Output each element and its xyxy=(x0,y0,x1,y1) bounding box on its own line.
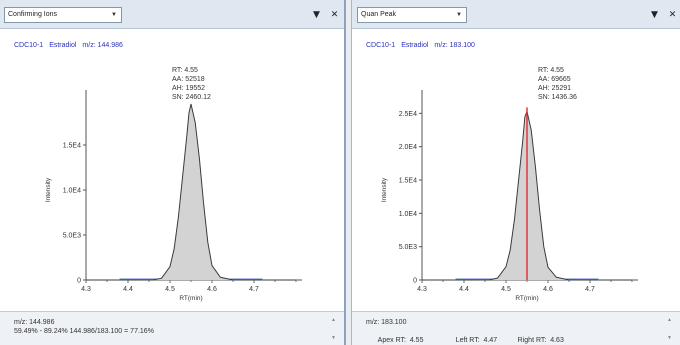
peak-annotation: SN: 1436.36 xyxy=(538,94,577,101)
close-icon[interactable]: ✕ xyxy=(668,10,677,20)
x-tick-label: 4.5 xyxy=(165,286,175,293)
peak-annotation: AA: 69665 xyxy=(538,76,571,83)
y-axis-label: Intensity xyxy=(45,177,52,202)
y-tick-label: 5.0E3 xyxy=(399,244,417,251)
compound-title: CDC10-1 Estradiol m/z: 183.100 xyxy=(366,42,481,49)
x-tick-label: 4.5 xyxy=(501,286,511,293)
chevron-down-icon: ▼ xyxy=(456,12,462,18)
mz-label: m/z: 144.986 xyxy=(82,42,123,49)
scroll-up-icon[interactable]: ▲ xyxy=(667,317,672,323)
view-select[interactable]: Confirming Ions ▼ xyxy=(4,7,122,23)
peak-annotation: AH: 19552 xyxy=(172,85,205,92)
x-tick-label: 4.6 xyxy=(543,286,553,293)
funnel-icon[interactable]: ▼ xyxy=(313,10,320,20)
y-tick-label: 1.5E4 xyxy=(399,178,417,185)
scroll-down-icon[interactable]: ▼ xyxy=(331,335,336,341)
info-bar: m/z: 144.986 59.49% - 89.24% 144.986/183… xyxy=(0,311,344,345)
x-tick-label: 4.3 xyxy=(417,286,427,293)
peak-annotation: RT: 4.55 xyxy=(172,67,198,74)
view-select-value: Quan Peak xyxy=(361,11,397,18)
scroll-down-icon[interactable]: ▼ xyxy=(667,335,672,341)
y-tick-label: 0 xyxy=(413,278,417,285)
right-rt: Right RT: 4.63 xyxy=(517,337,564,344)
compound-title: CDC10-1 Estradiol m/z: 144.986 xyxy=(14,42,129,49)
x-axis-label: RT(min) xyxy=(179,295,202,302)
apex-rt: Apex RT: 4.55 xyxy=(377,337,424,344)
scroll-up-icon[interactable]: ▲ xyxy=(331,317,336,323)
confirming-ions-panel: Confirming Ions ▼ ▼ ✕ CDC10-1 Estradiol m/… xyxy=(0,0,346,345)
y-tick-label: 2.0E4 xyxy=(399,144,417,151)
mz-label: m/z: 183.100 xyxy=(434,42,475,49)
ion-ratio: 59.49% - 89.24% 144.986/183.100 = 77.16% xyxy=(14,328,154,335)
y-tick-label: 5.0E3 xyxy=(63,233,81,240)
x-tick-label: 4.7 xyxy=(249,286,259,293)
left-rt: Left RT: 4.47 xyxy=(455,337,498,344)
info-bar: m/z: 183.100 Apex RT: 4.55 Left RT: 4.47 R… xyxy=(352,311,680,345)
x-tick-label: 4.4 xyxy=(459,286,469,293)
x-tick-label: 4.4 xyxy=(123,286,133,293)
chromatogram-trace xyxy=(86,103,296,281)
peak-area xyxy=(86,104,296,280)
chromatogram-chart: 0 5.0E3 1.0E4 1.5E4 4.3 4.4 4.5 4.6 4.7 RT(min) In… xyxy=(45,67,302,302)
peak-annotation: RT: 4.55 xyxy=(538,67,564,74)
x-tick-label: 4.6 xyxy=(207,286,217,293)
chromatogram-trace xyxy=(422,109,632,281)
quan-peak-panel: Quan Peak ▼ ▼ ✕ CDC10-1 Estradiol m/z: 183… xyxy=(351,0,680,345)
compound-id: CDC10-1 xyxy=(14,42,44,49)
peak-annotation: AA: 52518 xyxy=(172,76,205,83)
panel-toolbar: Confirming Ions ▼ ▼ ✕ xyxy=(0,0,344,29)
compound-id: CDC10-1 xyxy=(366,42,396,49)
peak-annotation: SN: 2460.12 xyxy=(172,94,211,101)
compound-name: Estradiol xyxy=(49,42,77,49)
view-select[interactable]: Quan Peak ▼ xyxy=(357,7,467,23)
x-axis-label: RT(min) xyxy=(515,295,538,302)
y-tick-label: 1.5E4 xyxy=(63,143,81,150)
peak-annotation: AH: 25291 xyxy=(538,85,571,92)
chevron-down-icon: ▼ xyxy=(111,12,117,18)
y-axis-label: Intensity xyxy=(381,177,388,202)
y-tick-label: 2.5E4 xyxy=(399,111,417,118)
compound-name: Estradiol xyxy=(401,42,429,49)
y-tick-label: 1.0E4 xyxy=(399,211,417,218)
x-tick-label: 4.3 xyxy=(81,286,91,293)
y-tick-label: 0 xyxy=(77,278,81,285)
close-icon[interactable]: ✕ xyxy=(330,10,339,20)
funnel-icon[interactable]: ▼ xyxy=(651,10,658,20)
info-mz: m/z: 183.100 xyxy=(366,319,407,326)
x-tick-label: 4.7 xyxy=(585,286,595,293)
view-select-value: Confirming Ions xyxy=(8,11,58,18)
chromatogram-chart: 0 5.0E3 1.0E4 1.5E4 2.0E4 2.5E4 4.3 4.4 4.5 4.6 4.… xyxy=(381,67,638,302)
panel-toolbar: Quan Peak ▼ ▼ ✕ xyxy=(352,0,680,29)
y-tick-label: 1.0E4 xyxy=(63,188,81,195)
info-mz: m/z: 144.986 xyxy=(14,319,55,326)
